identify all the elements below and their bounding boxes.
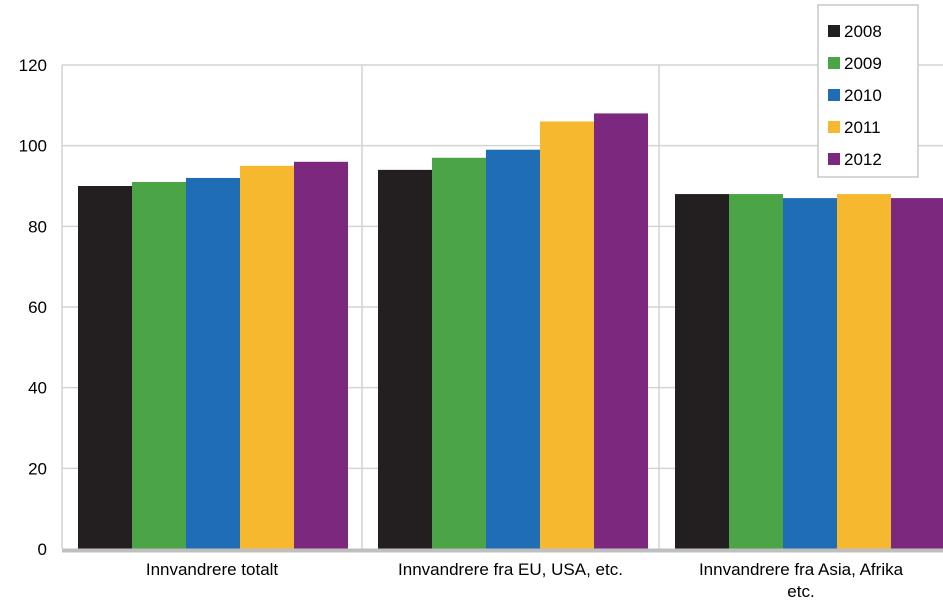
bar-2009: [729, 194, 783, 550]
x-category-label: Innvandrere fra EU, USA, etc.: [398, 560, 623, 579]
y-tick-label: 100: [19, 137, 47, 156]
legend-swatch-2011: [828, 121, 840, 133]
bar-2011: [837, 194, 891, 550]
bar-2010: [486, 149, 540, 549]
bar-2012: [294, 161, 348, 550]
bar-2008: [378, 169, 432, 549]
y-tick-label: 0: [38, 540, 47, 559]
bar-2011: [540, 121, 594, 549]
legend-label-2010: 2010: [844, 86, 882, 105]
bar-2011: [240, 165, 294, 550]
y-tick-label: 80: [28, 217, 47, 236]
x-category-label: Innvandrere totalt: [146, 560, 279, 579]
bar-2010: [186, 177, 240, 549]
legend-label-2009: 2009: [844, 54, 882, 73]
legend-swatch-2012: [828, 153, 840, 165]
legend-swatch-2010: [828, 89, 840, 101]
legend-swatch-2009: [828, 57, 840, 69]
legend-label-2012: 2012: [844, 150, 882, 169]
x-category-label: Innvandrere fra Asia, Afrika etc.: [699, 560, 904, 598]
x-category-label-line: Innvandrere fra Asia, Afrika: [699, 560, 904, 579]
bar-2009: [432, 157, 486, 549]
x-category-label-line: Innvandrere fra EU, USA, etc.: [398, 560, 623, 579]
legend-label-2008: 2008: [844, 22, 882, 41]
y-tick-label: 60: [28, 298, 47, 317]
bar-2012: [594, 113, 648, 550]
bar-2010: [783, 198, 837, 549]
y-tick-label: 40: [28, 379, 47, 398]
bar-2008: [675, 194, 729, 550]
bar-2009: [132, 181, 186, 549]
x-category-label-line: etc.: [787, 582, 814, 598]
legend-swatch-2008: [828, 25, 840, 37]
bar-2008: [78, 186, 132, 549]
y-tick-label: 120: [19, 56, 47, 75]
bar-2012: [891, 198, 943, 549]
y-tick-label: 20: [28, 459, 47, 478]
x-category-label-line: Innvandrere totalt: [146, 560, 279, 579]
legend-label-2011: 2011: [844, 118, 881, 137]
